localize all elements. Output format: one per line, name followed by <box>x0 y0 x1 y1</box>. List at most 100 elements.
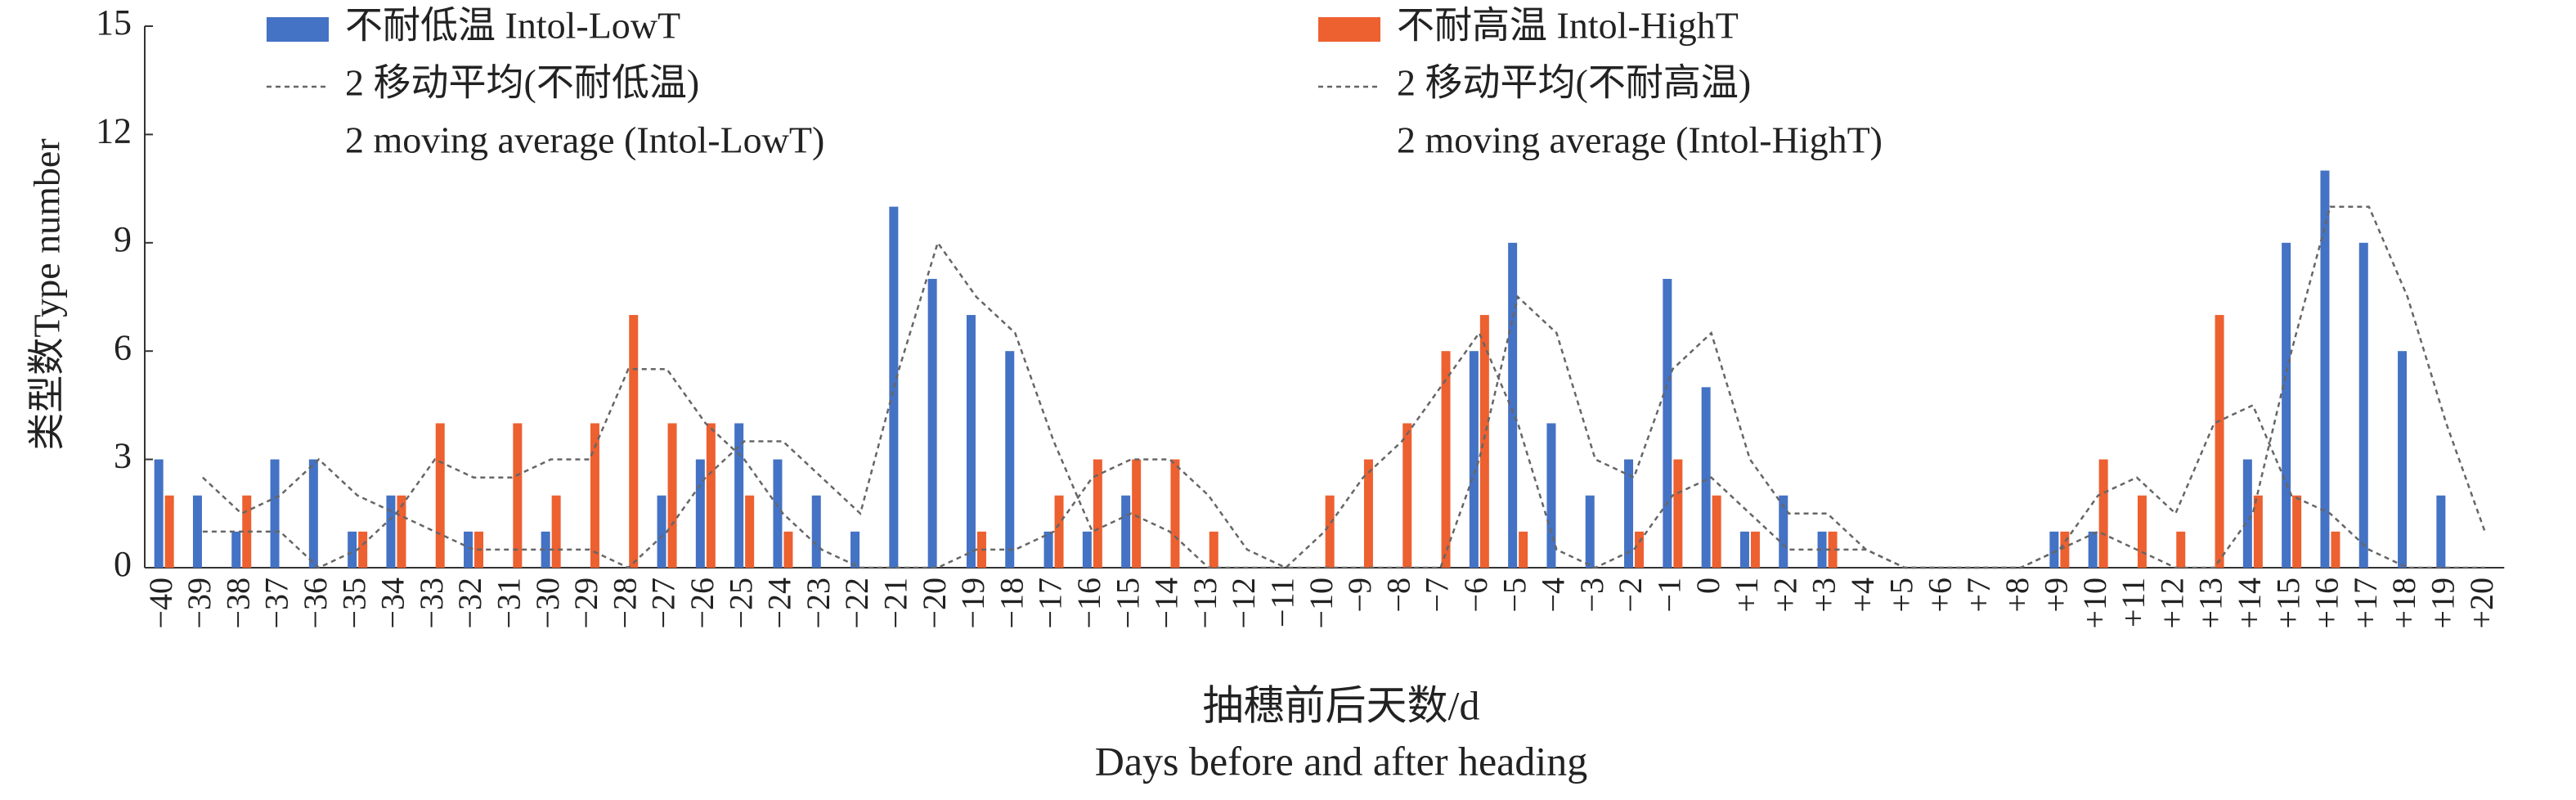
x-tick-label: −25 <box>722 578 759 629</box>
bar <box>2398 351 2408 568</box>
bar <box>1739 531 1749 568</box>
x-tick-label: −22 <box>838 578 875 629</box>
x-tick-label: −27 <box>645 578 682 629</box>
x-tick-label: −18 <box>993 578 1030 629</box>
bar <box>308 459 318 568</box>
bar <box>966 315 976 568</box>
bar <box>270 459 280 568</box>
bar <box>1441 351 1451 568</box>
x-axis-label: Days before and after heading <box>1095 738 1588 784</box>
bar <box>927 278 937 568</box>
x-tick-label: −38 <box>219 578 256 629</box>
bar <box>811 495 821 568</box>
bar <box>2292 495 2302 568</box>
bar <box>2242 459 2252 568</box>
bar <box>435 423 445 568</box>
y-tick-label: 6 <box>114 327 132 367</box>
legend-label: 2 moving average (Intol-HighT) <box>1397 119 1883 161</box>
bar <box>2060 531 2070 568</box>
bar <box>1585 495 1595 568</box>
x-tick-label: +18 <box>2385 578 2422 629</box>
x-tick-label: +5 <box>1883 578 1919 613</box>
legend-label: 2 移动平均(不耐低温) <box>345 62 699 104</box>
moving-average-line <box>202 330 2485 569</box>
x-tick-label: −2 <box>1612 578 1649 613</box>
bar <box>667 423 677 568</box>
x-tick-label: −16 <box>1070 578 1107 629</box>
bar <box>1402 423 1412 568</box>
x-tick-label: −17 <box>1032 578 1069 629</box>
x-tick-label: −14 <box>1148 578 1185 629</box>
x-tick-label: +4 <box>1844 578 1881 613</box>
bar <box>1663 278 1672 568</box>
x-tick-label: +20 <box>2463 578 2500 629</box>
x-tick-label: +8 <box>1999 578 2035 613</box>
bar <box>783 531 793 568</box>
y-tick-label: 3 <box>114 436 132 476</box>
bar <box>348 531 357 568</box>
x-tick-label: −21 <box>877 578 914 629</box>
x-tick-label: −32 <box>451 578 488 629</box>
bar <box>1673 459 1683 568</box>
bar <box>1779 495 1788 568</box>
legend-swatch <box>267 17 329 42</box>
bar <box>386 495 396 568</box>
x-tick-label: +13 <box>2192 578 2229 629</box>
x-tick-label: −24 <box>761 578 798 629</box>
bar <box>1054 495 1064 568</box>
x-tick-label: −33 <box>413 578 450 629</box>
x-tick-label: +2 <box>1766 578 1803 613</box>
bar <box>2049 531 2059 568</box>
bar <box>1325 495 1335 568</box>
bar <box>1624 459 1634 568</box>
x-tick-label: −12 <box>1225 578 1262 629</box>
x-tick-label: −15 <box>1109 578 1146 629</box>
x-tick-label: +10 <box>2076 578 2113 629</box>
bar <box>2215 315 2224 568</box>
bar <box>1479 315 1489 568</box>
bar <box>773 459 783 568</box>
x-tick-label: +16 <box>2309 578 2345 629</box>
bar <box>551 495 561 568</box>
x-tick-label: −20 <box>916 578 953 629</box>
x-tick-label: −9 <box>1341 578 1378 613</box>
bar <box>2137 495 2147 568</box>
x-tick-label: +9 <box>2038 578 2075 613</box>
bar <box>1005 351 1015 568</box>
bar <box>192 495 202 568</box>
bar <box>2088 531 2098 568</box>
bar <box>590 423 599 568</box>
legend-label: 不耐高温 Intol-HighT <box>1397 5 1739 47</box>
bar <box>734 423 744 568</box>
x-tick-label: −35 <box>335 578 372 629</box>
y-tick-label: 15 <box>96 2 132 43</box>
x-tick-label: −36 <box>297 578 334 629</box>
x-tick-label: −19 <box>954 578 991 629</box>
bar <box>242 495 252 568</box>
x-tick-label: +15 <box>2269 578 2306 629</box>
x-tick-label: −31 <box>491 578 527 629</box>
bar <box>1519 531 1528 568</box>
bar <box>1546 423 1556 568</box>
bar <box>1121 495 1131 568</box>
bar <box>850 531 860 568</box>
x-tick-label: +19 <box>2425 578 2462 629</box>
x-tick-label: −23 <box>800 578 837 629</box>
bar <box>1082 531 1092 568</box>
bar <box>657 495 666 568</box>
x-tick-label: −34 <box>375 578 411 629</box>
bar <box>2320 170 2330 569</box>
legend-label: 2 移动平均(不耐高温) <box>1397 62 1751 104</box>
x-tick-label: +17 <box>2347 578 2384 629</box>
y-tick-label: 12 <box>96 110 132 151</box>
x-tick-label: −37 <box>258 578 295 629</box>
bar <box>1635 531 1645 568</box>
bar <box>2436 495 2446 568</box>
x-tick-label: −29 <box>568 578 604 629</box>
x-tick-label: +3 <box>1806 578 1842 613</box>
x-tick-label: −28 <box>606 578 643 629</box>
bar <box>2282 242 2291 568</box>
x-tick-label: −4 <box>1535 578 1572 613</box>
